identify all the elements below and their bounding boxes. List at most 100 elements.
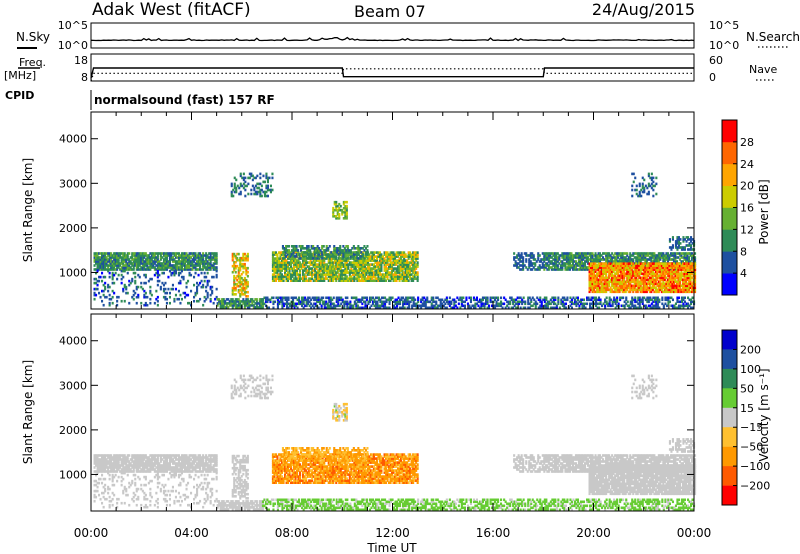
power-cell	[122, 276, 124, 279]
power-cell	[193, 284, 195, 287]
power-cell	[583, 299, 585, 302]
power-cell	[426, 297, 428, 300]
power-cell	[247, 183, 249, 186]
power-cell	[98, 292, 100, 295]
power-cell	[204, 280, 206, 283]
power-cell	[211, 286, 213, 289]
power-cell	[118, 296, 120, 299]
power-cell	[216, 274, 218, 277]
beam-title: Beam 07	[354, 2, 426, 21]
power-cell	[288, 245, 290, 248]
power-cell	[149, 290, 151, 293]
power-cell	[513, 252, 515, 255]
power-cell	[366, 249, 368, 252]
power-cell	[109, 276, 111, 279]
power-cell	[116, 300, 118, 303]
frequency-panel: Freq. [MHz] 18 8 60 0 Nave	[4, 54, 777, 84]
power-cell	[272, 297, 274, 300]
power-cell	[243, 173, 245, 176]
power-cell	[216, 266, 218, 269]
power-cell	[95, 294, 97, 297]
power-cell	[190, 290, 192, 293]
power-cell	[684, 297, 686, 300]
power-cell	[366, 257, 368, 260]
power-cell	[240, 191, 242, 194]
power-cell	[625, 297, 627, 300]
power-cell	[267, 185, 269, 188]
power-cell	[533, 254, 535, 257]
power-cell	[545, 297, 547, 300]
power-cell	[250, 193, 252, 196]
power-cell	[417, 297, 419, 300]
power-cell	[157, 270, 159, 273]
power-cell	[195, 272, 197, 275]
power-cell	[104, 282, 106, 285]
power-cell	[181, 270, 183, 273]
power-cell	[216, 288, 218, 291]
date-title: 24/Aug/2015	[592, 0, 695, 19]
power-cell	[207, 272, 209, 275]
power-cell	[446, 297, 448, 300]
power-cell	[127, 292, 129, 295]
power-cell	[145, 292, 147, 295]
power-cell	[244, 177, 246, 180]
power-cell	[103, 304, 105, 307]
noise-sky-line	[91, 38, 694, 41]
power-cell	[521, 252, 523, 255]
power-cell	[149, 286, 151, 289]
power-cell	[109, 302, 111, 305]
power-cell	[169, 296, 171, 299]
power-cell	[522, 256, 524, 259]
power-cell	[661, 297, 663, 300]
power-cell	[131, 278, 133, 281]
power-cell	[340, 205, 342, 208]
power-cell	[692, 297, 694, 300]
power-cell	[658, 299, 660, 302]
power-cell	[125, 286, 127, 289]
power-cell	[216, 270, 218, 273]
power-cell	[247, 267, 249, 270]
power-cell	[565, 303, 567, 306]
power-cell	[270, 185, 272, 188]
power-cell	[134, 280, 136, 283]
power-cell	[297, 249, 299, 252]
power-cell	[100, 276, 102, 279]
power-cell	[465, 297, 467, 300]
power-cell	[298, 297, 300, 300]
power-cell	[308, 245, 310, 248]
power-cell	[198, 274, 200, 277]
power-cell	[146, 304, 148, 307]
freq-left-tick-bottom: 8	[81, 71, 88, 84]
power-cell	[179, 294, 181, 297]
cpid-text: normalsound (fast) 157 RF	[94, 93, 275, 107]
power-cell	[265, 173, 267, 176]
power-cell	[166, 292, 168, 295]
power-cell	[98, 280, 100, 283]
power-cell	[347, 245, 349, 248]
power-cell	[121, 300, 123, 303]
power-cell	[323, 245, 325, 248]
power-cell	[626, 252, 628, 255]
power-cell	[244, 263, 246, 266]
power-cell	[606, 297, 608, 300]
power-cell	[247, 271, 249, 274]
power-cell	[464, 305, 466, 308]
power-cell	[247, 295, 249, 298]
power-cell	[346, 205, 348, 208]
power-cell	[235, 293, 237, 296]
power-cell	[235, 271, 237, 274]
power-cell	[158, 274, 160, 277]
power-cell	[137, 286, 139, 289]
power-cell	[323, 257, 325, 260]
power-cell	[118, 274, 120, 277]
power-cell	[216, 252, 218, 255]
power-cell	[259, 177, 261, 180]
power-cell	[250, 189, 252, 192]
power-cell	[497, 297, 499, 300]
power-cell	[94, 298, 96, 301]
power-cell	[109, 286, 111, 289]
power-cell	[187, 280, 189, 283]
cpid-label: CPID	[5, 89, 34, 102]
power-cell	[155, 290, 157, 293]
power-cell	[346, 201, 348, 204]
